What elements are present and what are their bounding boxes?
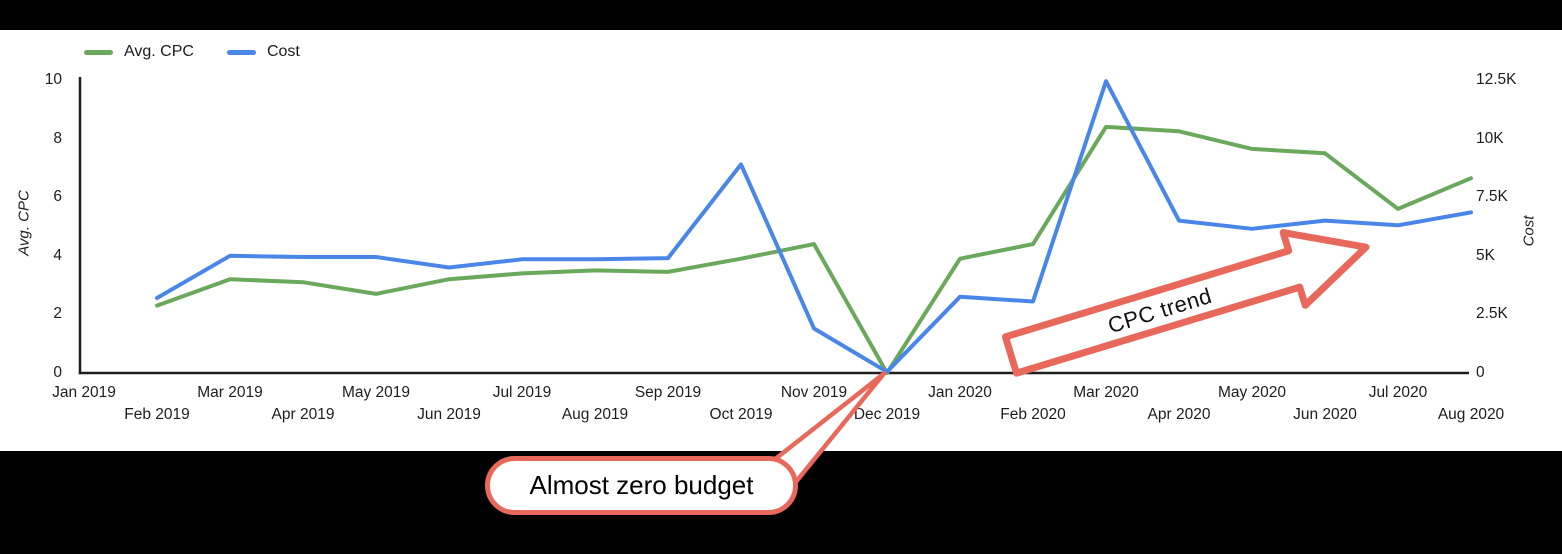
- x-tick-label: Sep 2019: [634, 384, 702, 401]
- y-left-tick-label: 2: [53, 305, 62, 323]
- x-tick-label: Jun 2020: [1293, 405, 1357, 423]
- x-tick-label: Oct 2019: [709, 405, 773, 423]
- y-right-tick-label: 7.5K: [1476, 188, 1508, 206]
- y-right-tick-label: 0: [1476, 364, 1485, 381]
- x-tick-label: Jan 2020: [928, 384, 992, 401]
- x-tick-label: Feb 2020: [1000, 405, 1066, 423]
- x-tick-label: Feb 2019: [124, 405, 190, 423]
- y-left-tick-label: 0: [53, 364, 62, 381]
- x-tick-label: Jan 2019: [52, 384, 116, 401]
- legend-label-avg-cpc: Avg. CPC: [124, 43, 194, 60]
- y-right-tick-label: 2.5K: [1476, 305, 1508, 323]
- legend-label-cost: Cost: [266, 43, 300, 60]
- legend: Avg. CPC Cost: [84, 43, 300, 61]
- cost-line-swatch-icon: [226, 49, 256, 55]
- x-tick-label: Mar 2019: [197, 384, 263, 401]
- x-tick-label: Nov 2019: [780, 384, 848, 401]
- cost-series-line: [155, 79, 1473, 374]
- y-left-tick-label: 8: [53, 129, 62, 147]
- x-tick-label: Dec 2019: [853, 405, 921, 423]
- avg-cpc-line-swatch-icon: [84, 49, 113, 55]
- x-tick-label: Aug 2020: [1437, 405, 1505, 423]
- x-tick-label: Apr 2020: [1147, 405, 1211, 423]
- y-right-tick-label: 5K: [1476, 246, 1495, 264]
- y-left-tick-label: 4: [53, 246, 62, 264]
- y-left-tick-label: 10: [44, 71, 62, 88]
- x-tick-label: Jul 2020: [1368, 384, 1428, 401]
- x-tick-label: May 2020: [1217, 384, 1287, 401]
- legend-item-avg-cpc: Avg. CPC: [84, 43, 194, 61]
- y-right-tick-label: 12.5K: [1476, 71, 1517, 88]
- cpc-trend-arrow-icon: [1001, 229, 1370, 377]
- x-tick-label: Jun 2019: [417, 405, 481, 423]
- almost-zero-budget-callout: Almost zero budget: [485, 456, 798, 515]
- x-tick-label: Apr 2019: [271, 405, 335, 423]
- x-tick-label: Jul 2019: [492, 384, 552, 401]
- legend-item-cost: Cost: [226, 43, 300, 61]
- avg-cpc-series-line: [155, 124, 1473, 375]
- y-right-tick-label: 10K: [1476, 129, 1504, 147]
- x-tick-label: Aug 2019: [561, 405, 629, 423]
- x-tick-label: May 2019: [341, 384, 411, 401]
- y-left-tick-label: 6: [53, 188, 62, 206]
- callout-text: Almost zero budget: [529, 470, 754, 500]
- x-tick-label: Mar 2020: [1073, 384, 1139, 401]
